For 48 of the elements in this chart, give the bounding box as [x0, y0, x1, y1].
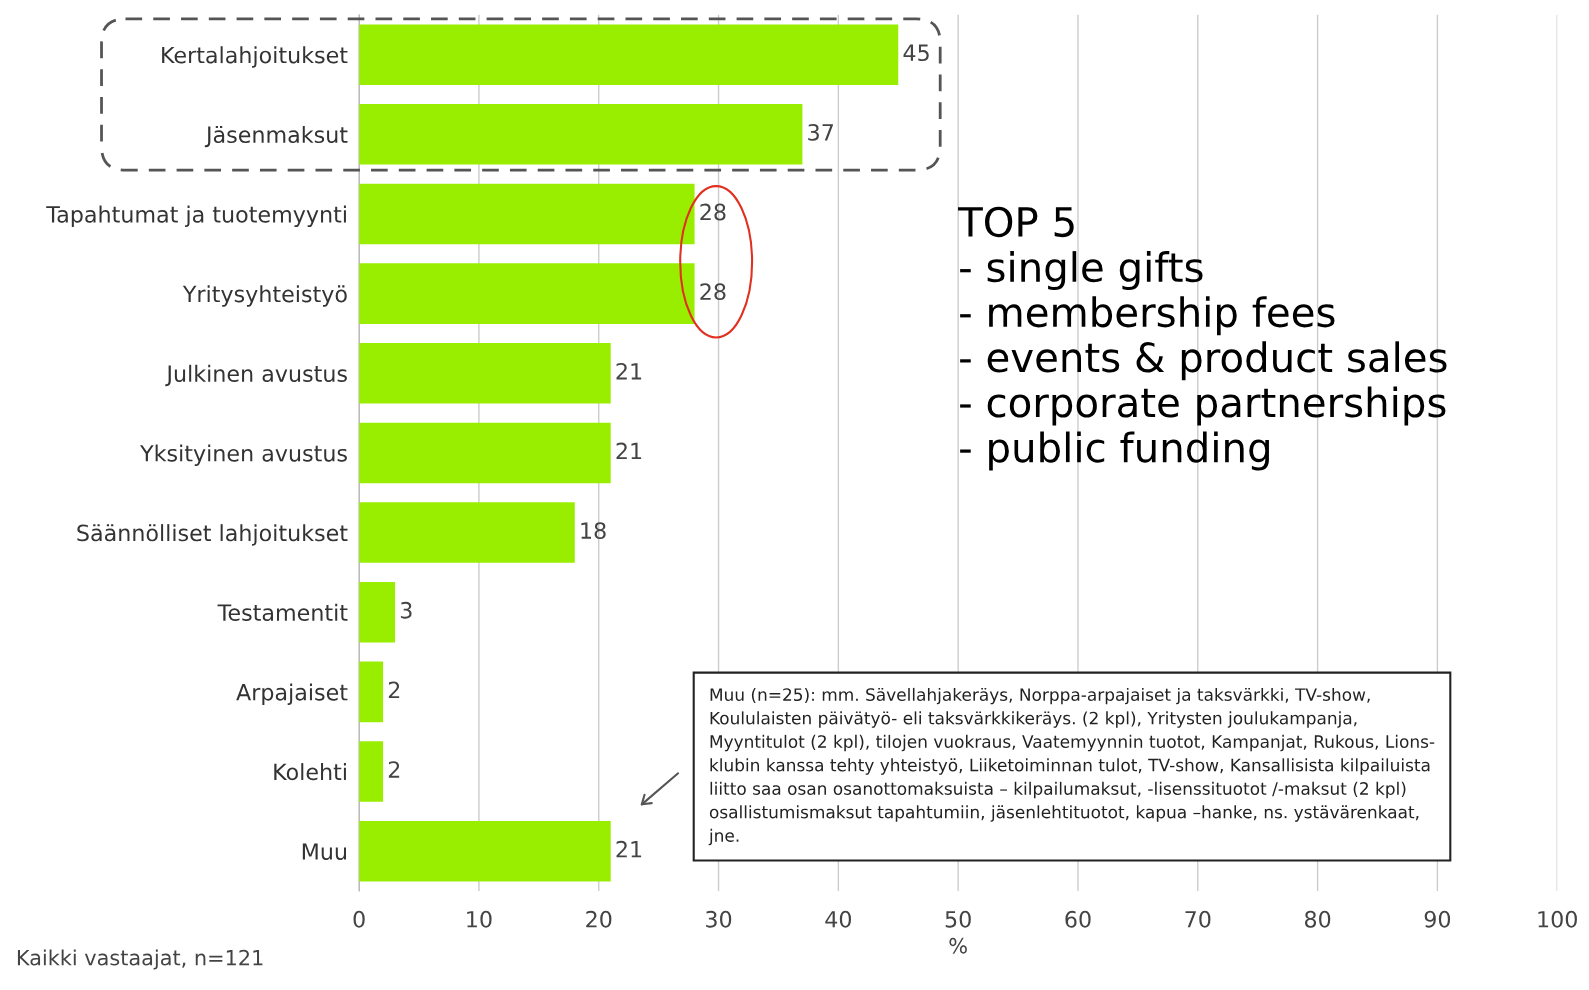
data-label: 45 — [903, 44, 929, 62]
x-tick-label: 30 — [706, 910, 732, 928]
y-tick-label: Testamentit — [217, 603, 348, 621]
data-label: 21 — [616, 840, 642, 858]
bar — [359, 741, 384, 802]
x-tick-label: 40 — [825, 910, 852, 928]
bar — [359, 104, 803, 165]
bar — [359, 263, 695, 324]
bar — [359, 581, 396, 643]
y-tick-label: Muu — [302, 843, 346, 860]
data-label: 2 — [388, 761, 400, 778]
x-axis-title: % — [949, 937, 967, 954]
y-tick-label: Jäsenmaksut — [204, 125, 348, 148]
data-label: 21 — [616, 442, 642, 460]
data-label: 28 — [700, 203, 726, 221]
data-label: 21 — [616, 362, 642, 380]
bar — [359, 183, 695, 245]
bar — [359, 502, 575, 563]
x-tick-label: 0 — [353, 910, 365, 928]
x-tick-label: 20 — [586, 910, 612, 928]
bar — [359, 422, 611, 484]
y-tick-label: Julkinen avustus — [165, 364, 347, 387]
data-label: 18 — [581, 522, 606, 540]
x-tick-label: 50 — [945, 910, 971, 928]
x-tick-label: 100 — [1538, 910, 1577, 928]
data-label: 28 — [700, 283, 726, 301]
data-label: 37 — [808, 123, 833, 141]
text: Kaikki vastaajat, n=121 — [17, 949, 263, 970]
y-tick-label: Kertalahjoitukset — [162, 46, 348, 68]
x-tick-label: 70 — [1185, 910, 1211, 928]
bar — [359, 343, 611, 404]
bar — [359, 820, 611, 882]
x-tick-label: 10 — [467, 910, 492, 928]
annotation: Muu (n=25): mm. Sävellahjakeräys, Norppa-arpajaiset ja taksvärkki, TV-show, Koululaisten päivätyö- eli taksvärkkikeräys. (2 kpl), Yritysten joulukampanja, Myyntitulot (2 kpl), tilojen vuokraus, Vaatemyynnin tuotot, Kampanjat, Rukous, Lions- klubin kanssa tehty yhteistyö, Liiketoiminnan tulot, TV-show, Kansallisista kilpailuista liitto saa osan osanottomaksuista – kilpailumaksut, -lisenssituotot /-maksut (2 kpl) osallistumismaksut tapahtumiin, jäsenlehtituotot, kapua –hanke, ns. ystävärenkaat, jne. — [708, 687, 1435, 846]
data-label: 2 — [388, 681, 400, 699]
bar — [359, 661, 384, 723]
bar — [359, 24, 899, 85]
x-tick-label: 60 — [1065, 910, 1091, 928]
x-tick-label: 80 — [1304, 910, 1331, 928]
y-tick-label: Kolehti — [274, 763, 346, 781]
y-tick-label: Tapahtumat ja tuotemyynti — [46, 205, 346, 228]
x-tick-label: 90 — [1424, 910, 1451, 928]
y-tick-label: Säännölliset lahjoitukset — [77, 524, 348, 546]
annotation: TOP 5 - single gifts - membership fees - events & product sales - corporate partnerships - public funding — [958, 206, 1447, 471]
data-label: 3 — [400, 601, 412, 619]
y-tick-label: Arpajaiset — [236, 683, 348, 705]
y-tick-label: Yksityinen avustus — [140, 444, 347, 466]
y-tick-label: Yritysyhteistyö — [182, 285, 347, 307]
